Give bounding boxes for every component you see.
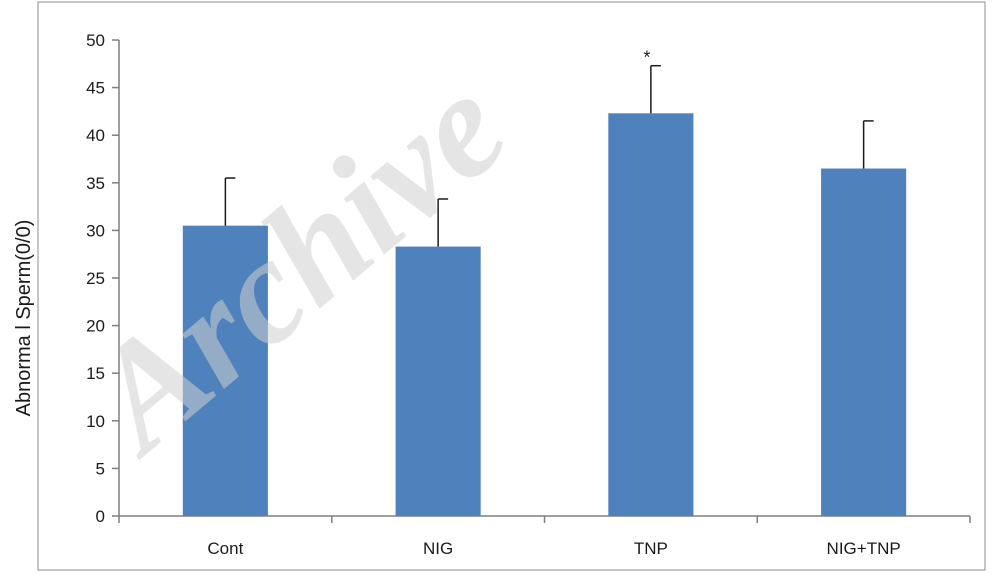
y-tick-label: 0 xyxy=(96,507,105,526)
y-tick-label: 5 xyxy=(96,459,105,478)
y-tick-label: 40 xyxy=(86,126,105,145)
y-axis-title: Abnorma l Sperm(0/0) xyxy=(13,220,35,417)
bar-tnp xyxy=(608,113,694,516)
x-category-label: NIG+TNP xyxy=(827,539,901,558)
x-category-label: Cont xyxy=(207,539,243,558)
x-category-label: NIG xyxy=(423,539,453,558)
y-tick-label: 35 xyxy=(86,174,105,193)
y-tick-label: 45 xyxy=(86,79,105,98)
labels: 0 5 10 15 20 25 30 35 40 45 50 Cont NIG TNP * NIG+TNP xyxy=(86,31,901,558)
x-category-label: TNP xyxy=(634,539,668,558)
y-tick-label: 50 xyxy=(86,31,105,50)
bar-cont xyxy=(182,225,268,516)
y-tick-label: 30 xyxy=(86,221,105,240)
y-tick-label: 25 xyxy=(86,269,105,288)
y-tick-label: 10 xyxy=(86,412,105,431)
bar-nig xyxy=(395,246,481,517)
bars xyxy=(182,113,907,517)
error-bars xyxy=(224,64,874,247)
y-tick-label: 20 xyxy=(86,317,105,336)
y-tick-label: 15 xyxy=(86,364,105,383)
bar-nig-tnp xyxy=(821,168,907,516)
significance-marker: * xyxy=(643,48,650,68)
